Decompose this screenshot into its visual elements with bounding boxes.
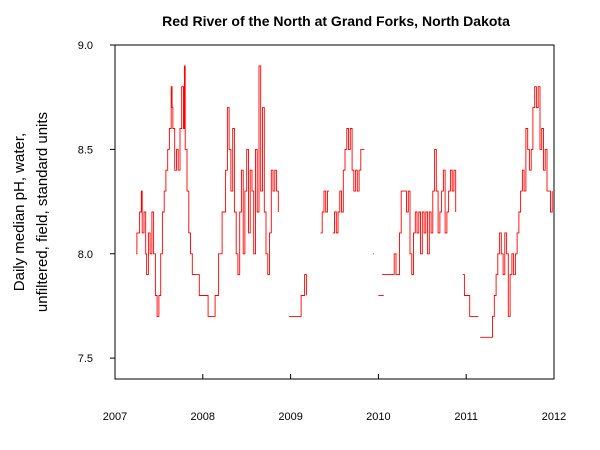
series-line-segment (332, 128, 365, 234)
x-tick-label: 2011 (454, 411, 478, 423)
x-tick-label: 2008 (191, 411, 215, 423)
y-axis-label-line-2: unfiltered, field, standard units (34, 112, 51, 312)
series-line-segment (320, 190, 330, 234)
series-line-segment (480, 86, 553, 338)
y-tick-label: 8.5 (78, 144, 93, 156)
x-tick-label: 2007 (103, 411, 127, 423)
y-axis-label-line-1: Daily median pH, water, (11, 133, 28, 291)
plot-area (136, 65, 553, 338)
y-axis: 7.5 8.0 8.5 9.0 (78, 40, 115, 365)
series-line-segment (288, 274, 307, 317)
series-line-segment (462, 274, 479, 317)
series-line-segment (381, 148, 457, 276)
chart-title: Red River of the North at Grand Forks, N… (162, 13, 510, 29)
plot-frame (114, 44, 555, 380)
x-tick-label: 2009 (278, 411, 302, 423)
x-tick-label: 2012 (542, 411, 566, 423)
series-line-segment (136, 65, 279, 317)
x-axis: 2007 2008 2009 2010 2011 2012 (103, 374, 566, 423)
y-tick-label: 9.0 (78, 40, 93, 52)
y-tick-label: 8.0 (78, 249, 93, 261)
x-tick-label: 2010 (366, 411, 390, 423)
y-axis-label: Daily median pH, water, unfiltered, fiel… (11, 112, 51, 312)
y-tick-label: 7.5 (78, 353, 93, 365)
